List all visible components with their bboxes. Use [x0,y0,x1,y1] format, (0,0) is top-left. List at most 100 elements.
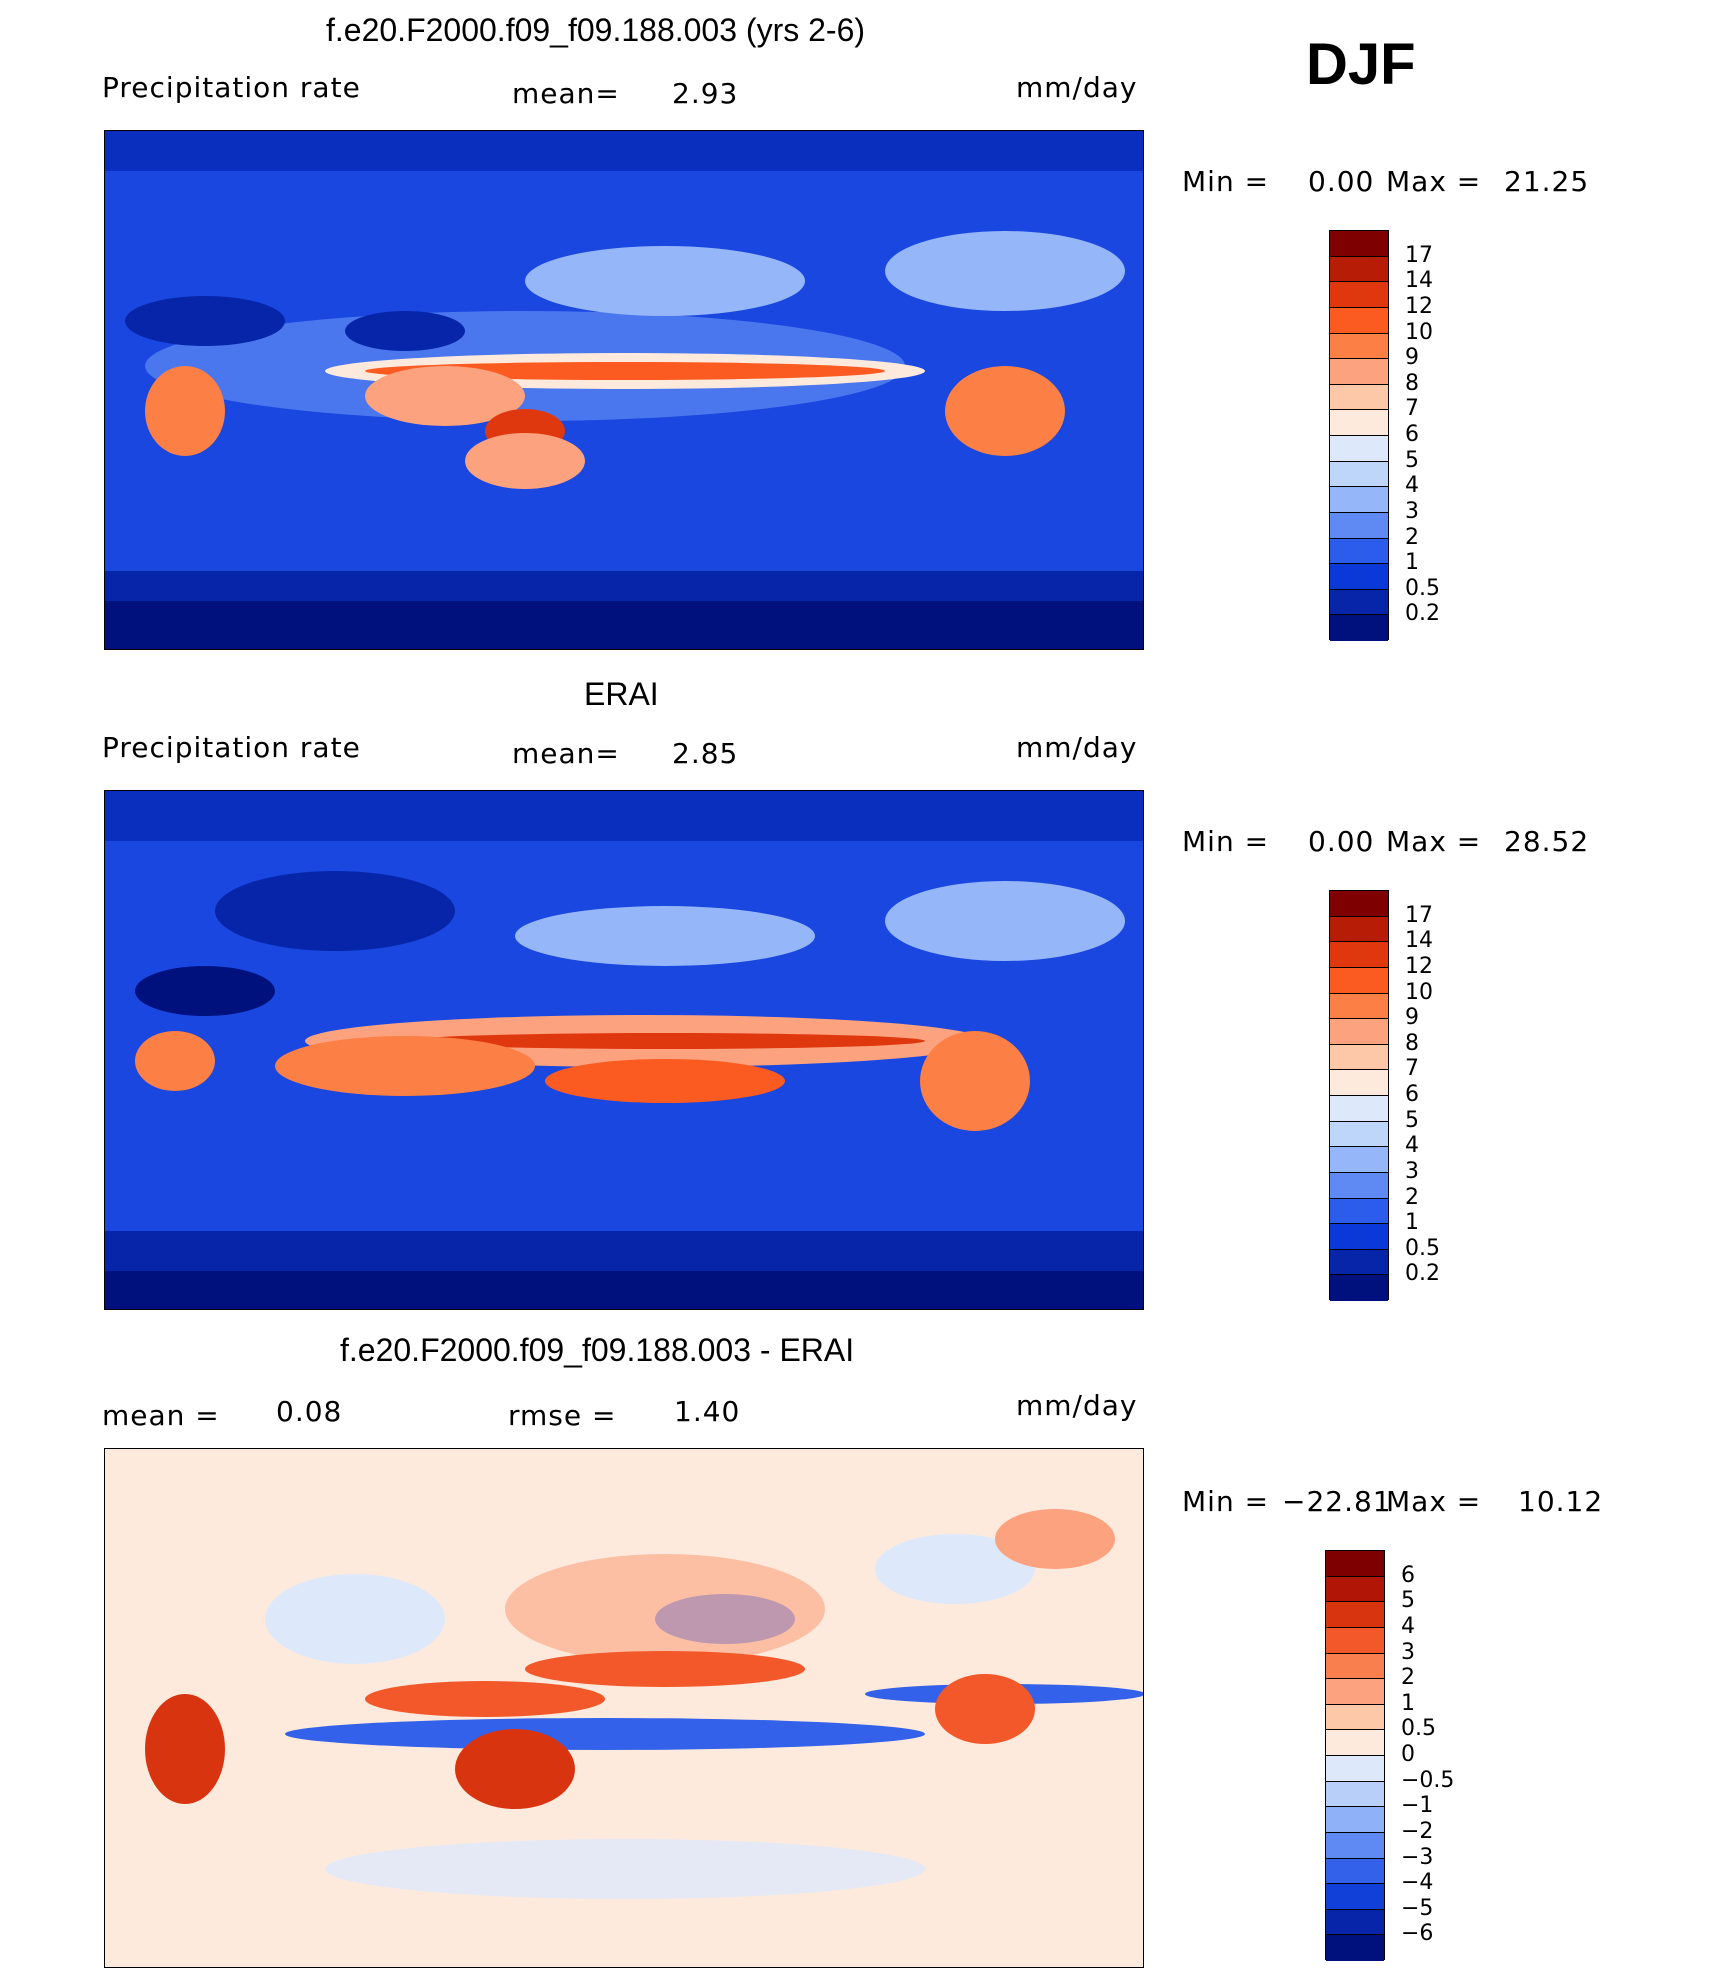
mean-value: 2.85 [672,737,739,770]
colorbar-tick-label: 4 [1405,473,1419,499]
colorbar-segment [1330,1070,1388,1096]
colorbar-tick-label: 5 [1405,1107,1419,1133]
colorbar-segment [1326,1602,1384,1628]
colorbar-tick-label: 5 [1405,447,1419,473]
colorbar-segment [1330,1224,1388,1250]
diff-precip-map [104,1448,1144,1968]
colorbar-tick-label: 3 [1401,1639,1415,1665]
colorbar-segment [1326,1679,1384,1705]
colorbar-segment [1330,993,1388,1020]
colorbar-tick-label: 0.2 [1405,601,1440,627]
colorbar-segment [1330,333,1388,360]
min-label: Min = [1182,1485,1270,1518]
colorbar-segment [1326,1884,1384,1910]
colorbar-segment [1330,615,1388,641]
colorbar-segment [1330,891,1388,917]
colorbar-segment [1330,1019,1388,1045]
season-label: DJF [1306,32,1416,97]
min-label: Min = [1182,165,1270,198]
units-label: mm/day [1016,71,1138,104]
colorbar-segment [1330,942,1388,968]
colorbar-tick-label: −1 [1401,1793,1434,1819]
colorbar-tick-label: 6 [1401,1562,1415,1588]
colorbar-tick-label: −3 [1401,1844,1434,1870]
colorbar-segment [1326,1832,1384,1859]
colorbar-tick-label: 8 [1405,1030,1419,1056]
colorbar-tick-label: 6 [1405,422,1419,447]
colorbar-segment [1330,256,1388,283]
colorbar-tick-label: −0.5 [1401,1767,1455,1793]
colorbar-tick-label: 1 [1405,1210,1419,1236]
colorbar-tick-label: 3 [1405,498,1419,524]
colorbar-segment [1330,1044,1388,1071]
colorbar-segment [1330,1275,1388,1301]
colorbar-tick-label: 17 [1405,242,1433,268]
colorbar-tick-label: 6 [1405,1082,1419,1107]
colorbar-segment [1326,1935,1384,1961]
colorbar-segment [1330,1121,1388,1148]
colorbar-tick-label: −4 [1401,1870,1434,1896]
colorbar-tick-label: 14 [1405,268,1433,294]
model-precip-map [104,130,1144,650]
colorbar-tick-label: 12 [1405,293,1433,319]
min-value: −22.81 [1282,1485,1392,1518]
variable-label: Precipitation rate [102,71,361,104]
colorbar-tick-label: 9 [1405,345,1419,371]
colorbar-segment [1326,1576,1384,1603]
colorbar-tick-label: 0.5 [1405,575,1440,601]
colorbar-segment [1326,1627,1384,1654]
panel-title: ERAI [584,676,659,712]
colorbar-tick-label: 7 [1405,396,1419,422]
colorbar-tick-label: 17 [1405,902,1433,928]
min-value: 0.00 [1308,825,1375,858]
colorbar-tick-label: 2 [1405,524,1419,550]
colorbar-tick-label: 1 [1405,550,1419,576]
colorbar-segment [1326,1653,1384,1680]
max-value: 21.25 [1504,165,1590,198]
mean-label: mean = [102,1399,220,1432]
colorbar [1325,1550,1385,1961]
colorbar-segment [1330,307,1388,334]
colorbar-segment [1330,359,1388,385]
colorbar-segment [1330,384,1388,411]
colorbar [1329,890,1389,1301]
colorbar-segment [1330,231,1388,257]
colorbar-segment [1330,410,1388,436]
colorbar-segment [1330,1096,1388,1122]
mean-label: mean= [512,77,620,110]
colorbar-segment [1326,1730,1384,1756]
colorbar-tick-label: 7 [1405,1056,1419,1082]
colorbar-tick-label: 10 [1405,319,1433,345]
colorbar-segment [1330,1147,1388,1173]
colorbar-segment [1330,436,1388,462]
colorbar-tick-label: 12 [1405,953,1433,979]
colorbar-tick-label: 8 [1405,370,1419,396]
colorbar-tick-label: −5 [1401,1895,1434,1921]
variable-label: Precipitation rate [102,731,361,764]
colorbar-segment [1330,512,1388,539]
colorbar-tick-label: 3 [1405,1158,1419,1184]
max-label: Max = [1386,1485,1482,1518]
colorbar [1329,230,1389,641]
colorbar-segment [1326,1704,1384,1731]
max-value: 10.12 [1518,1485,1604,1518]
colorbar-segment [1326,1756,1384,1782]
colorbar-segment [1326,1858,1384,1885]
units-label: mm/day [1016,1389,1138,1422]
colorbar-segment [1330,564,1388,590]
colorbar-tick-label: 2 [1401,1665,1415,1691]
colorbar-segment [1330,282,1388,308]
colorbar-segment [1326,1807,1384,1833]
colorbar-segment [1330,1198,1388,1225]
min-value: 0.00 [1308,165,1375,198]
colorbar-segment [1326,1551,1384,1577]
colorbar-segment [1330,967,1388,994]
colorbar-segment [1326,1909,1384,1936]
mean-value: 2.93 [672,77,739,110]
mean-label: mean= [512,737,620,770]
colorbar-tick-label: 0.2 [1405,1261,1440,1287]
colorbar-segment [1330,916,1388,943]
colorbar-segment [1326,1781,1384,1808]
colorbar-tick-label: 0.5 [1405,1235,1440,1261]
panel-title: f.e20.F2000.f09_f09.188.003 - ERAI [340,1332,855,1368]
